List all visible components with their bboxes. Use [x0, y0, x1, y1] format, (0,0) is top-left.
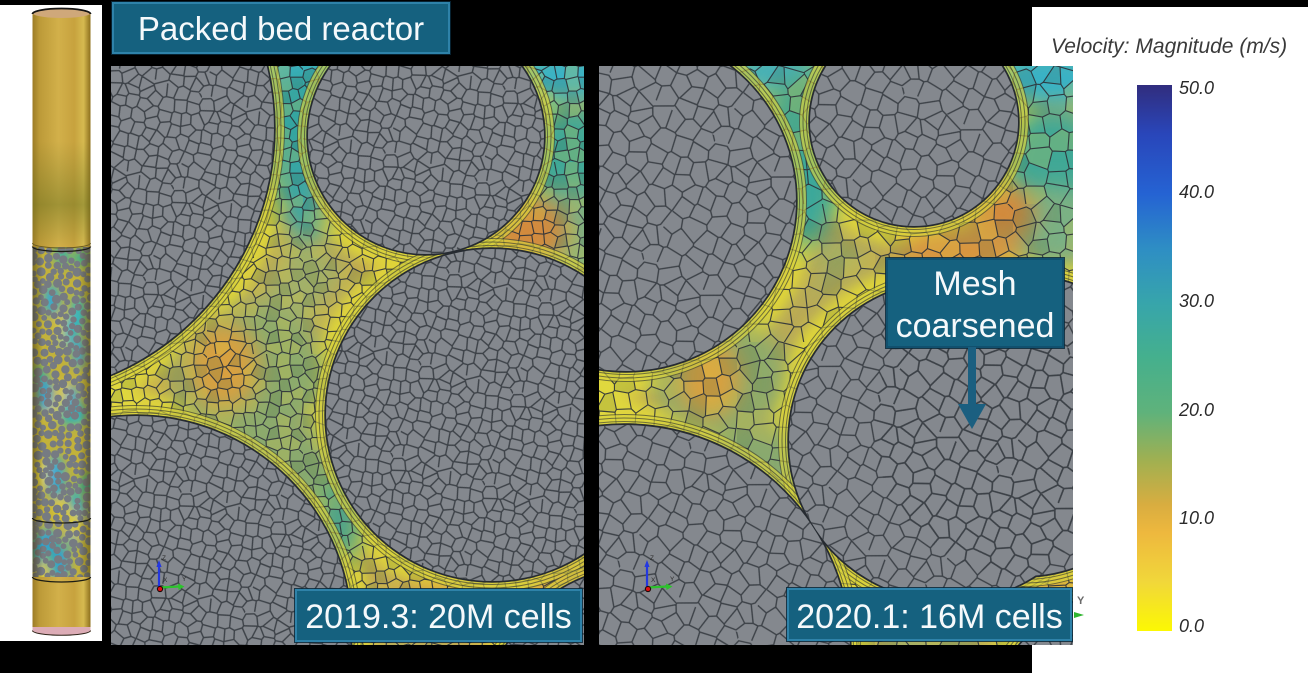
svg-text:Y: Y: [670, 576, 675, 583]
svg-text:Y: Y: [182, 576, 187, 583]
svg-text:X: X: [163, 577, 168, 584]
svg-text:Y: Y: [1077, 595, 1085, 607]
svg-text:Z: Z: [650, 555, 654, 562]
svg-text:Z: Z: [162, 555, 166, 562]
svg-text:X: X: [651, 577, 656, 584]
